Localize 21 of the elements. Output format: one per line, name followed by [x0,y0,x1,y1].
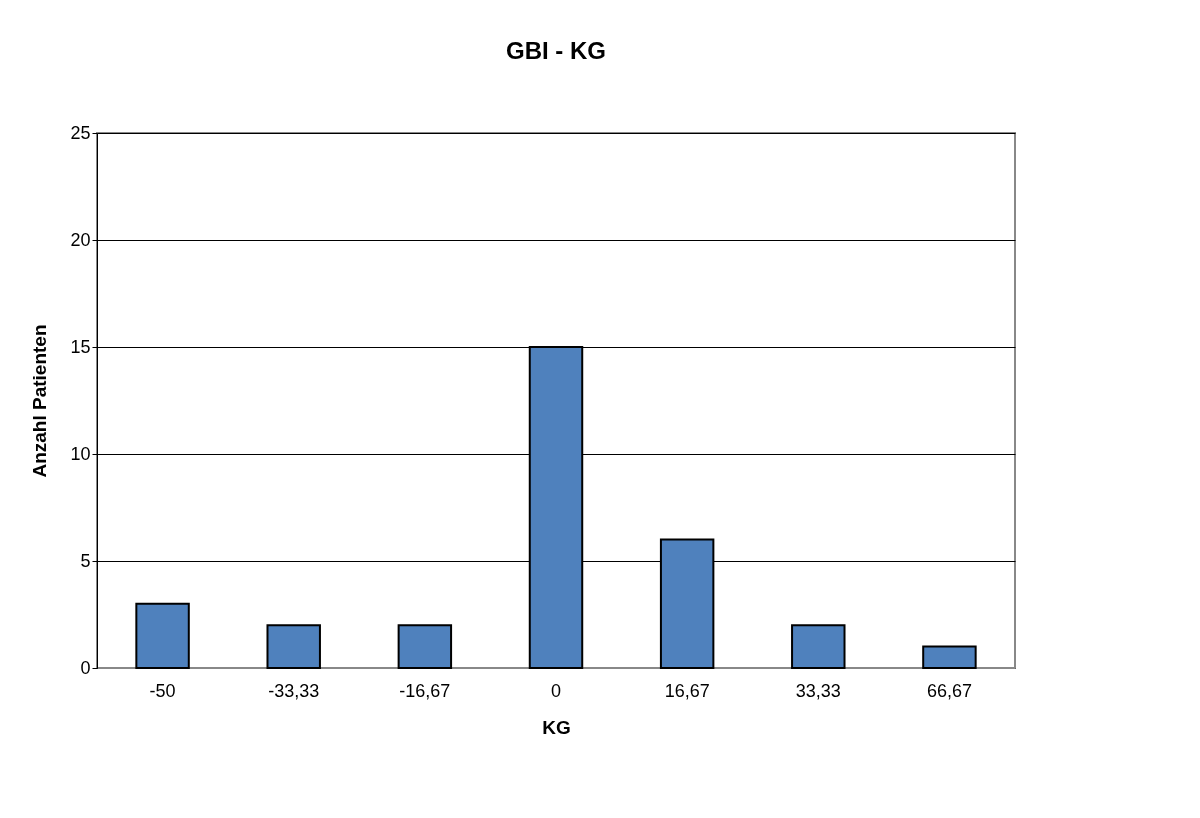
x-tick-label: -16,67 [399,680,451,701]
y-tick-label: 0 [80,657,91,678]
x-tick-label: -50 [149,680,176,701]
x-tick-label: 0 [550,680,562,701]
bar [397,624,453,669]
y-axis-title: Anzahl Patienten [29,324,51,478]
x-axis-title: KG [542,716,571,738]
x-tick-label: 66,67 [926,680,972,701]
chart-title: GBI - KG [506,37,606,64]
bar [791,624,846,669]
x-tick-label: 33,33 [795,680,841,701]
y-tick-label: 5 [80,550,91,571]
y-tick-label: 15 [70,336,91,357]
bar [266,624,321,669]
y-tick-label: 20 [70,229,91,250]
bar [922,645,977,669]
y-tick-label: 10 [70,443,91,464]
x-tick-label: -33,33 [268,680,320,701]
y-tick-label: 25 [70,122,91,143]
bar [135,602,190,669]
x-tick-label: 16,67 [664,680,710,701]
